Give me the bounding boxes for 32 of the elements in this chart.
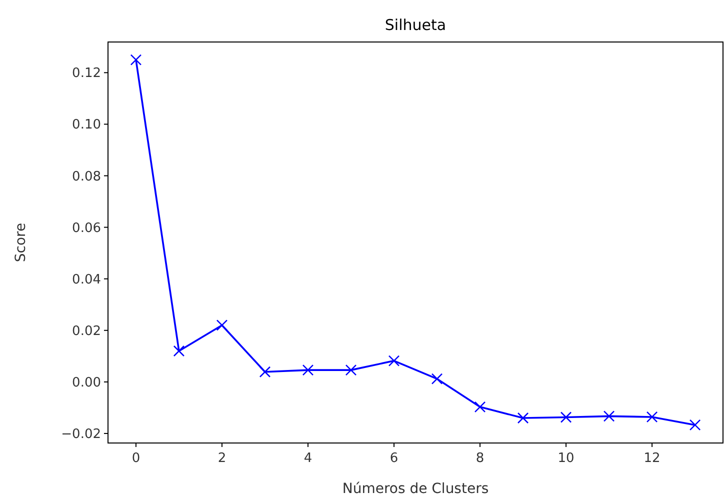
x-tick-label: 2 — [218, 451, 226, 466]
point — [345, 364, 357, 376]
point — [259, 366, 271, 378]
y-tick-label: 0.12 — [72, 66, 101, 82]
y-tick-label: 0.00 — [72, 375, 101, 390]
point — [517, 412, 529, 424]
point — [431, 373, 443, 384]
y-tick-label: −0.02 — [61, 426, 101, 442]
x-axis-title: Números de Clusters — [342, 481, 489, 497]
point — [130, 54, 142, 66]
x-tick-label: 12 — [644, 451, 660, 466]
point — [474, 401, 486, 413]
point — [173, 345, 185, 357]
x-tick-label: 4 — [304, 451, 312, 466]
x-tick-label: 8 — [476, 451, 484, 466]
point — [560, 412, 572, 423]
point — [603, 410, 615, 422]
point — [689, 419, 701, 431]
y-tick-label: 0.06 — [72, 220, 101, 236]
x-tick-label: 10 — [558, 451, 574, 466]
point — [646, 411, 658, 423]
x-tick-label: 0 — [132, 451, 140, 466]
point — [302, 364, 314, 376]
x-tick-label: 6 — [390, 451, 398, 466]
chart-title: Silhueta — [384, 16, 446, 34]
point — [388, 355, 400, 366]
y-tick-label: 0.08 — [72, 169, 101, 184]
y-axis-title: Score — [13, 222, 29, 262]
point — [216, 320, 228, 331]
y-tick-label: 0.10 — [72, 118, 101, 133]
y-tick-label: 0.02 — [72, 324, 101, 339]
y-tick-label: 0.04 — [72, 272, 101, 288]
